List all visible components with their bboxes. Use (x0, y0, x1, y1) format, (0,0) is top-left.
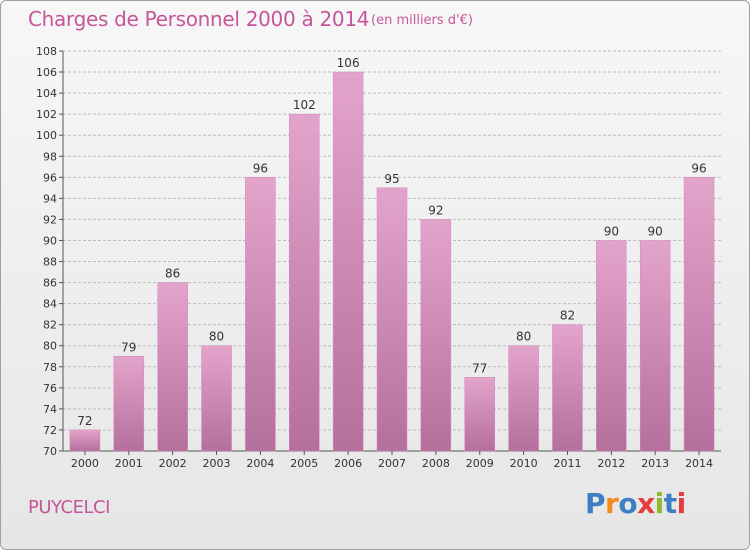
y-tick-label: 108 (36, 45, 57, 58)
bar-value-label: 90 (648, 224, 663, 238)
x-tick-label: 2011 (553, 457, 581, 470)
bar-value-label: 106 (337, 56, 360, 70)
x-tick-label: 2012 (597, 457, 625, 470)
bar-value-label: 80 (516, 330, 531, 344)
bar (332, 71, 364, 452)
x-tick-label: 2002 (159, 457, 187, 470)
x-tick-label: 2008 (422, 457, 450, 470)
y-tick-label: 98 (43, 150, 57, 163)
x-tick-label: 2004 (246, 457, 274, 470)
x-tick-label: 2003 (203, 457, 231, 470)
y-tick-label: 92 (43, 213, 57, 226)
bar-value-label: 77 (472, 361, 487, 375)
logo-letter: o (618, 487, 638, 520)
y-tick-label: 102 (36, 108, 57, 121)
y-tick-label: 86 (43, 277, 57, 290)
y-tick-label: 74 (43, 403, 57, 416)
logo-letter: P (585, 487, 606, 520)
bar (289, 113, 320, 452)
bar (464, 377, 495, 452)
x-tick-label: 2006 (334, 457, 362, 470)
x-tick-label: 2009 (466, 457, 494, 470)
bar (596, 240, 627, 452)
bar-value-label: 79 (121, 340, 136, 354)
bar (201, 345, 232, 452)
logo-letter: x (637, 487, 655, 520)
x-tick-label: 2014 (685, 457, 713, 470)
bar (552, 324, 583, 452)
bar-value-label: 92 (428, 203, 443, 217)
x-tick-label: 2001 (115, 457, 143, 470)
logo-letter: t (663, 487, 677, 520)
y-tick-label: 94 (43, 192, 57, 205)
proxiti-logo[interactable]: Proxiti (585, 487, 686, 520)
x-tick-label: 2005 (290, 457, 318, 470)
y-tick-label: 76 (43, 382, 57, 395)
x-tick-label: 2013 (641, 457, 669, 470)
y-tick-label: 106 (36, 66, 57, 79)
y-tick-label: 90 (43, 234, 57, 247)
bar-value-label: 72 (77, 414, 92, 428)
y-tick-label: 80 (43, 340, 57, 353)
bar-value-label: 90 (604, 224, 619, 238)
bar-value-label: 95 (384, 172, 399, 186)
logo-letter: r (605, 487, 619, 520)
y-tick-label: 82 (43, 319, 57, 332)
bar (639, 240, 671, 452)
bar-value-label: 102 (293, 98, 316, 112)
y-tick-label: 72 (43, 424, 57, 437)
logo-letter: i (654, 487, 665, 520)
y-tick-label: 70 (43, 445, 57, 458)
logo-letter: i (676, 487, 687, 520)
bar (376, 187, 408, 452)
bar-value-label: 96 (691, 161, 706, 175)
chart-subtitle: (en milliers d'€) (371, 13, 473, 28)
bar-value-label: 82 (560, 309, 575, 323)
y-tick-label: 78 (43, 361, 57, 374)
chart-title: Charges de Personnel 2000 à 2014 (28, 7, 370, 31)
bar (245, 177, 276, 452)
bar-value-label: 96 (253, 161, 268, 175)
y-tick-label: 100 (36, 129, 57, 142)
y-tick-label: 88 (43, 256, 57, 269)
bar (508, 345, 539, 452)
bar (420, 219, 452, 452)
x-tick-label: 2000 (71, 457, 99, 470)
bar-value-label: 80 (209, 330, 224, 344)
bar (69, 429, 101, 452)
bar (683, 177, 715, 452)
x-tick-label: 2007 (378, 457, 406, 470)
commune-name: PUYCELCI (28, 497, 110, 518)
bar-value-label: 86 (165, 267, 180, 281)
bar (157, 282, 188, 452)
y-tick-label: 96 (43, 171, 57, 184)
y-tick-label: 84 (43, 298, 57, 311)
y-tick-label: 104 (36, 87, 57, 100)
bar (113, 356, 145, 452)
x-tick-label: 2010 (510, 457, 538, 470)
